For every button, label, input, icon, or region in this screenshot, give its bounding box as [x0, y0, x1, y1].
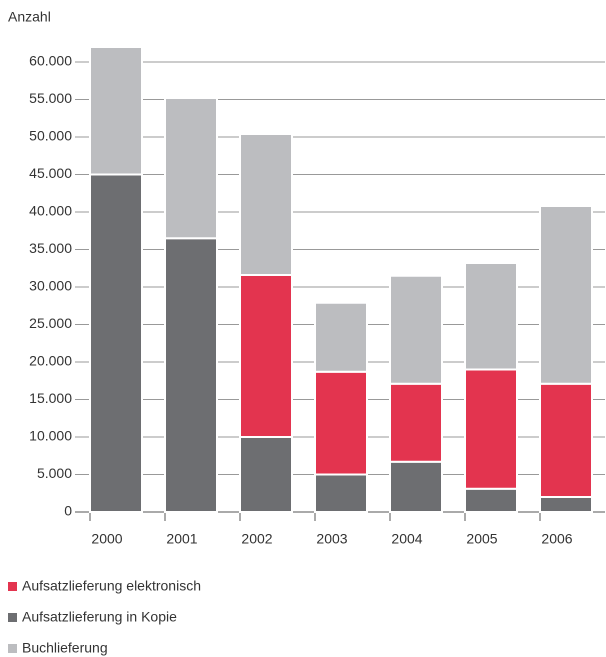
y-tick-label: 15.000	[29, 390, 72, 406]
x-tick-label: 2000	[91, 531, 122, 547]
bar-segment	[389, 460, 443, 513]
y-tick-label: 50.000	[29, 128, 72, 144]
x-tick-label: 2001	[166, 531, 197, 547]
y-tick-label: 30.000	[29, 278, 72, 294]
bar-segment	[464, 262, 518, 371]
bar-segment	[164, 97, 218, 240]
y-tick-label: 10.000	[29, 428, 72, 444]
legend-label: Buchlieferung	[22, 640, 108, 656]
bar-segment	[239, 274, 293, 438]
bar-segment	[89, 46, 143, 176]
y-tick-label: 35.000	[29, 240, 72, 256]
bar-segment	[389, 274, 443, 385]
y-tick-label: 60.000	[29, 53, 72, 69]
bar-segment	[464, 368, 518, 490]
bar-segment	[89, 173, 143, 513]
bar-segment	[314, 473, 368, 513]
y-tick-label: 25.000	[29, 315, 72, 331]
x-tick-label: 2004	[391, 531, 422, 547]
x-tick-label: 2003	[316, 531, 347, 547]
x-tick-label: 2002	[241, 531, 272, 547]
bar-segment	[314, 301, 368, 373]
legend-swatch	[8, 582, 17, 591]
bar-segment	[314, 370, 368, 476]
legend-label: Aufsatzlieferung elektronisch	[22, 578, 201, 594]
y-tick-label: 55.000	[29, 90, 72, 106]
y-tick-label: 20.000	[29, 353, 72, 369]
y-tick-label: 0	[64, 503, 72, 519]
y-tick-label: 45.000	[29, 165, 72, 181]
bar-segment	[164, 237, 218, 513]
bar-segment	[539, 496, 593, 513]
bar-segment	[464, 487, 518, 513]
bar-segment	[239, 436, 293, 513]
legend-label: Aufsatzlieferung in Kopie	[22, 609, 177, 625]
y-axis-label: Anzahl	[8, 9, 51, 25]
bar-segment	[389, 382, 443, 463]
x-tick-label: 2005	[466, 531, 497, 547]
bar-segment	[239, 133, 293, 276]
legend-swatch	[8, 644, 17, 653]
bar-segment	[539, 205, 593, 385]
legend-swatch	[8, 613, 17, 622]
bar-segment	[539, 382, 593, 498]
y-tick-label: 40.000	[29, 203, 72, 219]
y-tick-label: 5.000	[37, 465, 72, 481]
x-tick-label: 2006	[541, 531, 572, 547]
